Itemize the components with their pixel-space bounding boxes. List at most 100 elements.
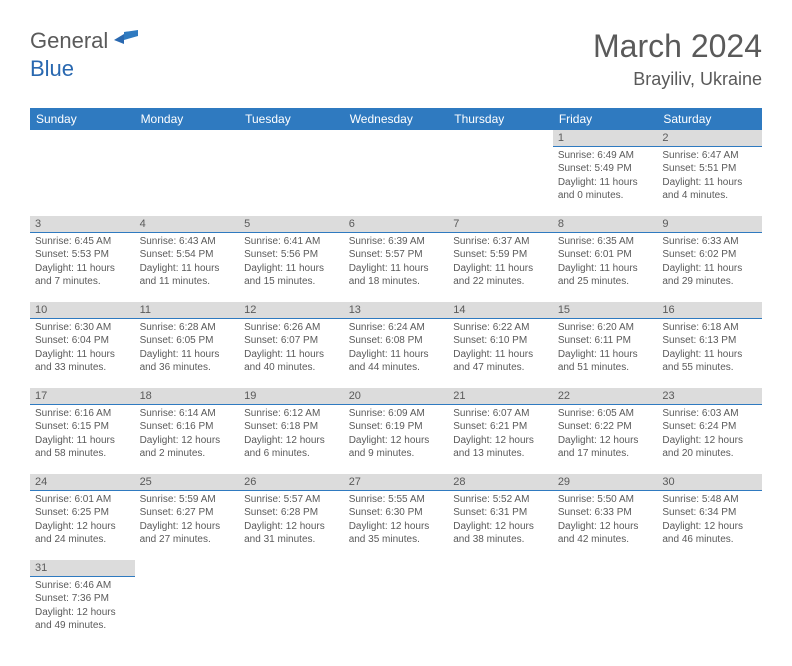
day-number bbox=[553, 560, 658, 576]
logo: General bbox=[30, 28, 142, 54]
day-cell: Sunrise: 6:16 AMSunset: 6:15 PMDaylight:… bbox=[30, 404, 135, 474]
daylight-text-2: and 44 minutes. bbox=[349, 361, 444, 375]
calendar-page: General March 2024 Brayiliv, Ukraine Blu… bbox=[0, 0, 792, 666]
sunrise-text: Sunrise: 6:14 AM bbox=[140, 407, 235, 421]
daylight-text-1: Daylight: 12 hours bbox=[662, 434, 757, 448]
day-number: 11 bbox=[135, 302, 240, 318]
daylight-text-2: and 36 minutes. bbox=[140, 361, 235, 375]
sunrise-text: Sunrise: 5:50 AM bbox=[558, 493, 653, 507]
day-cell bbox=[30, 146, 135, 216]
day-cell: Sunrise: 6:05 AMSunset: 6:22 PMDaylight:… bbox=[553, 404, 658, 474]
week-row: Sunrise: 6:49 AMSunset: 5:49 PMDaylight:… bbox=[30, 146, 762, 216]
daylight-text-2: and 17 minutes. bbox=[558, 447, 653, 461]
dow-friday: Friday bbox=[553, 108, 658, 130]
day-cell: Sunrise: 6:43 AMSunset: 5:54 PMDaylight:… bbox=[135, 232, 240, 302]
daynum-row: 31 bbox=[30, 560, 762, 576]
daylight-text-2: and 0 minutes. bbox=[558, 189, 653, 203]
sunrise-text: Sunrise: 5:55 AM bbox=[349, 493, 444, 507]
page-header: General March 2024 Brayiliv, Ukraine bbox=[30, 28, 762, 90]
sunrise-text: Sunrise: 6:09 AM bbox=[349, 407, 444, 421]
sunset-text: Sunset: 6:21 PM bbox=[453, 420, 548, 434]
daylight-text-2: and 25 minutes. bbox=[558, 275, 653, 289]
day-cell: Sunrise: 6:18 AMSunset: 6:13 PMDaylight:… bbox=[657, 318, 762, 388]
sunrise-text: Sunrise: 6:35 AM bbox=[558, 235, 653, 249]
sunset-text: Sunset: 6:27 PM bbox=[140, 506, 235, 520]
sunset-text: Sunset: 6:16 PM bbox=[140, 420, 235, 434]
sunset-text: Sunset: 5:53 PM bbox=[35, 248, 130, 262]
sunrise-text: Sunrise: 6:05 AM bbox=[558, 407, 653, 421]
daylight-text-1: Daylight: 11 hours bbox=[35, 348, 130, 362]
dow-thursday: Thursday bbox=[448, 108, 553, 130]
daylight-text-1: Daylight: 11 hours bbox=[662, 262, 757, 276]
day-number: 18 bbox=[135, 388, 240, 404]
day-cell bbox=[135, 576, 240, 646]
daylight-text-1: Daylight: 11 hours bbox=[35, 434, 130, 448]
day-number bbox=[239, 560, 344, 576]
daylight-text-1: Daylight: 11 hours bbox=[349, 262, 444, 276]
sunset-text: Sunset: 6:08 PM bbox=[349, 334, 444, 348]
day-number: 15 bbox=[553, 302, 658, 318]
day-cell bbox=[657, 576, 762, 646]
day-cell: Sunrise: 6:30 AMSunset: 6:04 PMDaylight:… bbox=[30, 318, 135, 388]
day-cell: Sunrise: 6:45 AMSunset: 5:53 PMDaylight:… bbox=[30, 232, 135, 302]
daylight-text-2: and 13 minutes. bbox=[453, 447, 548, 461]
daylight-text-2: and 27 minutes. bbox=[140, 533, 235, 547]
sunrise-text: Sunrise: 6:28 AM bbox=[140, 321, 235, 335]
daylight-text-1: Daylight: 12 hours bbox=[140, 520, 235, 534]
day-cell bbox=[239, 146, 344, 216]
day-cell: Sunrise: 6:26 AMSunset: 6:07 PMDaylight:… bbox=[239, 318, 344, 388]
sunset-text: Sunset: 6:02 PM bbox=[662, 248, 757, 262]
daylight-text-1: Daylight: 12 hours bbox=[453, 520, 548, 534]
day-number: 24 bbox=[30, 474, 135, 490]
sunset-text: Sunset: 6:15 PM bbox=[35, 420, 130, 434]
day-number: 9 bbox=[657, 216, 762, 232]
day-cell: Sunrise: 5:57 AMSunset: 6:28 PMDaylight:… bbox=[239, 490, 344, 560]
day-cell bbox=[135, 146, 240, 216]
daylight-text-1: Daylight: 11 hours bbox=[244, 262, 339, 276]
daynum-row: 3456789 bbox=[30, 216, 762, 232]
sunset-text: Sunset: 5:57 PM bbox=[349, 248, 444, 262]
sunset-text: Sunset: 6:10 PM bbox=[453, 334, 548, 348]
day-number: 28 bbox=[448, 474, 553, 490]
daylight-text-1: Daylight: 11 hours bbox=[35, 262, 130, 276]
day-cell: Sunrise: 5:55 AMSunset: 6:30 PMDaylight:… bbox=[344, 490, 449, 560]
daylight-text-1: Daylight: 12 hours bbox=[35, 520, 130, 534]
day-number: 29 bbox=[553, 474, 658, 490]
day-number bbox=[657, 560, 762, 576]
day-number: 14 bbox=[448, 302, 553, 318]
daylight-text-2: and 40 minutes. bbox=[244, 361, 339, 375]
title-block: March 2024 Brayiliv, Ukraine bbox=[593, 28, 762, 90]
daylight-text-2: and 55 minutes. bbox=[662, 361, 757, 375]
daylight-text-1: Daylight: 11 hours bbox=[140, 348, 235, 362]
day-number: 30 bbox=[657, 474, 762, 490]
day-number: 7 bbox=[448, 216, 553, 232]
day-cell: Sunrise: 6:03 AMSunset: 6:24 PMDaylight:… bbox=[657, 404, 762, 474]
sunrise-text: Sunrise: 6:49 AM bbox=[558, 149, 653, 163]
sunrise-text: Sunrise: 5:48 AM bbox=[662, 493, 757, 507]
daylight-text-1: Daylight: 12 hours bbox=[349, 434, 444, 448]
sunset-text: Sunset: 5:54 PM bbox=[140, 248, 235, 262]
sunrise-text: Sunrise: 6:24 AM bbox=[349, 321, 444, 335]
day-number bbox=[30, 130, 135, 146]
daylight-text-1: Daylight: 11 hours bbox=[662, 176, 757, 190]
day-cell: Sunrise: 6:35 AMSunset: 6:01 PMDaylight:… bbox=[553, 232, 658, 302]
daylight-text-2: and 11 minutes. bbox=[140, 275, 235, 289]
day-number: 23 bbox=[657, 388, 762, 404]
daylight-text-1: Daylight: 12 hours bbox=[244, 520, 339, 534]
daylight-text-2: and 47 minutes. bbox=[453, 361, 548, 375]
daylight-text-2: and 9 minutes. bbox=[349, 447, 444, 461]
location-subtitle: Brayiliv, Ukraine bbox=[593, 69, 762, 90]
daylight-text-1: Daylight: 12 hours bbox=[35, 606, 130, 620]
day-cell: Sunrise: 5:52 AMSunset: 6:31 PMDaylight:… bbox=[448, 490, 553, 560]
daylight-text-1: Daylight: 12 hours bbox=[140, 434, 235, 448]
day-cell: Sunrise: 6:09 AMSunset: 6:19 PMDaylight:… bbox=[344, 404, 449, 474]
day-number bbox=[135, 560, 240, 576]
daylight-text-1: Daylight: 12 hours bbox=[662, 520, 757, 534]
day-number bbox=[448, 560, 553, 576]
week-row: Sunrise: 6:30 AMSunset: 6:04 PMDaylight:… bbox=[30, 318, 762, 388]
logo-text-blue: Blue bbox=[30, 56, 74, 81]
sunset-text: Sunset: 6:04 PM bbox=[35, 334, 130, 348]
sunrise-text: Sunrise: 6:37 AM bbox=[453, 235, 548, 249]
daylight-text-1: Daylight: 12 hours bbox=[558, 434, 653, 448]
daylight-text-1: Daylight: 11 hours bbox=[244, 348, 339, 362]
